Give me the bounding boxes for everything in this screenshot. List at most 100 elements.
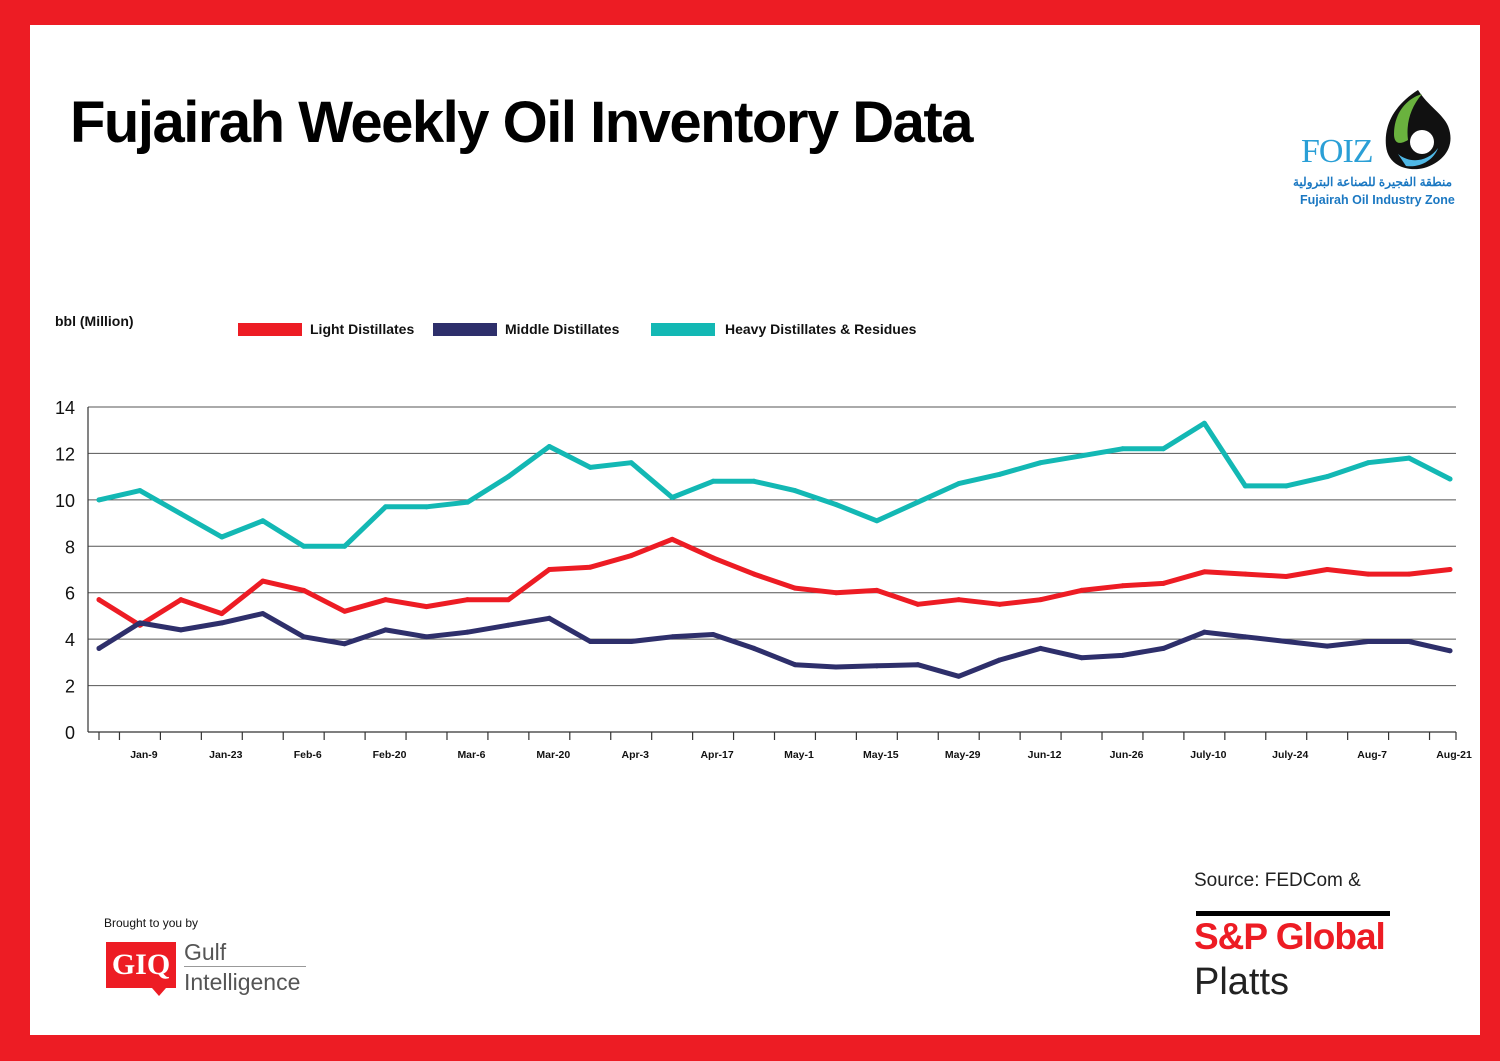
giq-gulf-text: Gulf [184,939,227,965]
x-tick-label: Feb-6 [294,749,322,761]
data-point [1038,645,1044,651]
x-tick-label: Apr-17 [700,749,733,761]
x-tick-label: May-29 [945,749,981,761]
data-point [505,597,511,603]
data-point [464,499,470,505]
y-tick-label: 0 [65,723,75,743]
data-point [997,471,1003,477]
data-point [792,488,798,494]
data-point [710,632,716,637]
data-point [546,443,552,449]
data-point [1201,420,1207,426]
data-point [342,608,348,614]
data-point [1038,597,1044,603]
data-point [1079,587,1085,593]
data-point [1447,648,1453,654]
data-point [219,620,225,626]
data-point [751,478,757,484]
data-point [260,518,266,524]
data-point [1365,571,1371,577]
data-point [505,474,511,480]
data-point [219,611,225,617]
data-point [1119,583,1125,589]
data-point [833,664,839,670]
data-point [1324,643,1330,649]
foiz-english-name: Fujairah Oil Industry Zone [1300,193,1455,207]
data-point [1079,453,1085,459]
y-tick-label: 4 [65,630,75,650]
giq-logo: GIQ [106,942,176,988]
foiz-arabic-name: منطقة الفجيرة للصناعة البترولية [1293,175,1452,189]
data-point [260,578,266,584]
data-point [1283,573,1289,579]
legend-label: Middle Distillates [505,321,620,337]
data-point [628,638,634,644]
data-point [1201,569,1207,575]
y-axis-label: bbl (Million) [55,313,134,329]
data-point [628,553,634,559]
data-point [1447,476,1453,482]
data-point [874,587,880,593]
source-text: Source: FEDCom & [1194,870,1361,891]
series-line-heavy-distillates [96,420,1453,549]
x-tick-label: Jan-9 [130,749,158,761]
data-point [997,657,1003,663]
data-point [1242,571,1248,577]
data-point [1365,638,1371,644]
y-tick-label: 6 [65,584,75,604]
page-panel [30,25,1480,1035]
x-tick-label: Feb-20 [373,749,407,761]
data-point [383,504,389,510]
data-point [301,634,307,640]
data-point [1079,655,1085,661]
data-point [587,638,593,644]
data-point [301,587,307,593]
legend-label: Heavy Distillates & Residues [725,321,917,337]
series-line-middle-distillates [96,611,1453,679]
x-tick-label: May-15 [863,749,899,761]
data-point [1160,446,1166,452]
data-point [1406,638,1412,644]
platts-logo: Platts [1194,961,1290,1003]
data-point [301,543,307,549]
data-point [464,629,470,635]
foiz-drop-icon [1385,90,1451,170]
y-tick-label: 8 [65,537,75,557]
data-point [956,673,962,679]
data-point [710,555,716,561]
data-point [751,645,757,651]
data-point [1283,483,1289,489]
data-point [137,620,143,626]
data-point [96,597,102,603]
x-tick-label: Aug-21 [1436,749,1472,761]
data-point [1160,645,1166,651]
data-point [915,499,921,505]
x-tick-label: Jan-23 [209,749,242,761]
data-point [874,518,880,524]
data-point [833,502,839,507]
data-point [137,488,143,494]
giq-intelligence-text: Intelligence [184,969,301,995]
giq-divider [184,966,306,967]
data-point [1201,629,1207,635]
foiz-logo: FOIZ منطقة الفجيرة للصناعة البترولية Fuj… [1293,86,1458,216]
brought-by-text: Brought to you by [104,916,199,930]
foiz-wordmark: FOIZ [1301,133,1374,170]
legend-item-heavy: Heavy Distillates & Residues [651,321,916,338]
data-point [1242,634,1248,640]
y-tick-label: 10 [55,491,75,511]
data-point [997,601,1003,607]
data-point [1406,571,1412,577]
x-tick-label: May-1 [784,749,814,761]
data-point [383,627,389,633]
data-point [1038,460,1044,466]
x-tick-label: Jun-26 [1110,749,1144,761]
data-point [546,615,552,621]
data-point [96,497,102,503]
data-point [628,460,634,466]
data-point [96,645,102,651]
data-point [587,564,593,570]
data-point [1160,580,1166,586]
data-point [956,597,962,603]
data-point [751,571,757,577]
